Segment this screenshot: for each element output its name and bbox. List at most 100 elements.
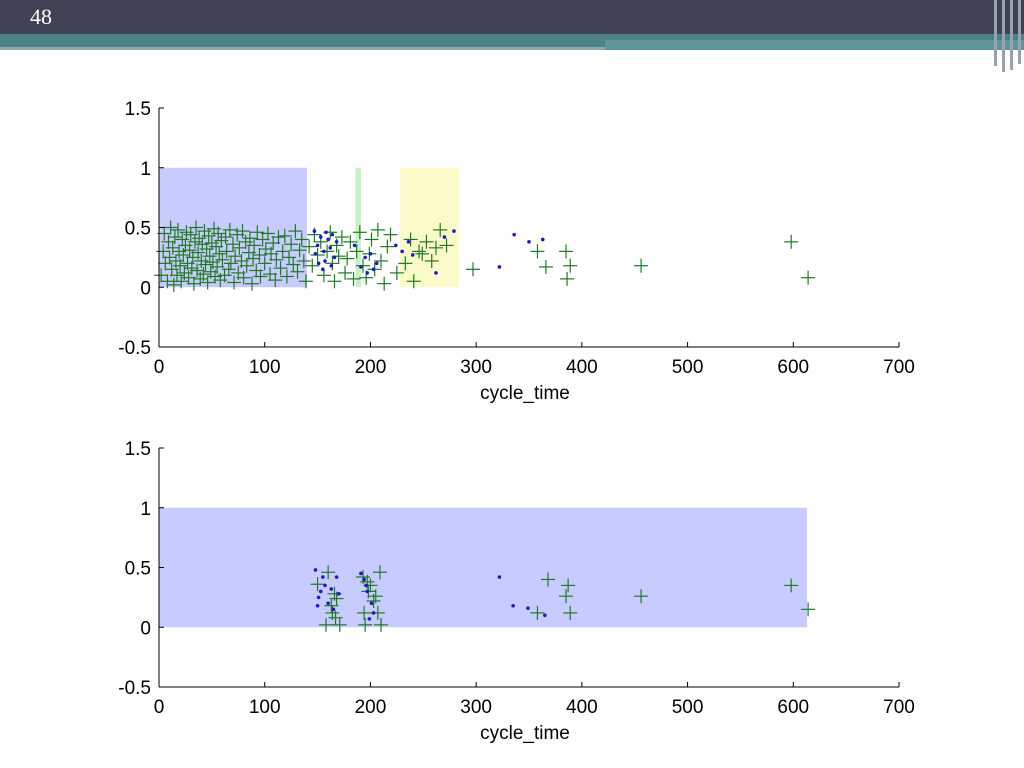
dot-marker [326, 601, 330, 606]
dot-marker [511, 603, 515, 608]
dot-marker [316, 595, 321, 600]
plus-marker [218, 230, 233, 245]
dot-marker [442, 235, 447, 239]
dot-marker [318, 235, 323, 239]
plus-marker [288, 224, 303, 239]
dot-marker [406, 240, 411, 244]
x-tick-label: 100 [249, 357, 281, 378]
plus-marker [310, 577, 325, 592]
plus-marker [183, 227, 198, 242]
dot-marker [497, 575, 502, 579]
x-tick-label: 300 [460, 357, 492, 378]
x-tick-label: 700 [883, 357, 915, 378]
plus-marker [343, 234, 358, 249]
plus-marker [277, 228, 292, 243]
plus-marker [236, 270, 251, 285]
plus-marker [357, 605, 372, 620]
dot-marker [321, 267, 325, 272]
plus-marker [269, 252, 284, 267]
plus-marker [227, 275, 242, 290]
plus-marker [334, 230, 349, 245]
corner-decoration-line [1002, 0, 1005, 72]
plus-marker [412, 244, 427, 259]
plus-marker [196, 267, 211, 282]
y-tick-label: 0.5 [125, 219, 151, 240]
y-tick-label: 1 [140, 499, 151, 520]
dot-marker [316, 261, 321, 266]
plus-marker [368, 589, 383, 604]
dot-marker [331, 607, 336, 612]
dot-marker [324, 230, 328, 235]
plus-marker [364, 232, 379, 247]
x-tick-label: 0 [154, 357, 165, 378]
dot-marker [452, 229, 456, 233]
plus-marker [294, 232, 309, 247]
plus-marker [200, 275, 215, 290]
dot-marker [352, 243, 357, 248]
plus-marker [346, 271, 361, 286]
plus-marker [302, 239, 317, 254]
plus-marker [266, 236, 281, 251]
dot-marker [318, 589, 323, 594]
plus-marker [160, 274, 175, 289]
header-accent-stripe-thin [0, 47, 605, 50]
dot-marker [334, 575, 339, 579]
plus-marker [332, 617, 347, 632]
dot-marker [315, 603, 320, 608]
plus-marker [173, 258, 188, 273]
plus-marker [380, 239, 395, 254]
plus-marker [171, 222, 186, 237]
plus-marker [439, 238, 454, 253]
dot-marker [313, 251, 318, 256]
header-accent-stripe-right [605, 40, 1024, 50]
plus-marker [239, 258, 254, 273]
plus-marker [190, 263, 205, 278]
x-tick-label: 200 [355, 697, 387, 718]
dot-marker [540, 237, 545, 242]
plus-marker [559, 589, 573, 604]
dot-marker [512, 232, 516, 237]
x-tick-label: 700 [883, 697, 915, 718]
plus-marker [198, 257, 213, 272]
plus-marker [202, 249, 217, 264]
plus-marker [403, 232, 418, 247]
plus-marker [226, 237, 240, 252]
dot-marker [364, 583, 369, 588]
dot-marker [365, 589, 370, 594]
plus-marker [166, 277, 181, 292]
plus-marker [328, 610, 343, 625]
dot-marker [328, 246, 333, 250]
x-tick-label: 200 [355, 357, 387, 378]
dot-marker [330, 232, 335, 237]
dot-marker [326, 237, 330, 242]
plus-marker [784, 578, 799, 593]
dot-marker [365, 271, 370, 275]
plus-marker [260, 226, 275, 241]
x-tick-label: 300 [460, 697, 492, 718]
plus-marker [215, 252, 230, 267]
plus-marker [329, 591, 344, 606]
dot-marker [394, 243, 398, 248]
plus-marker [162, 250, 177, 265]
top-scatter-plot: 0 100 200 300 400 500 600 700-0.500.511.5cycle_… [118, 99, 915, 404]
plus-marker [223, 256, 238, 271]
dot-marker [543, 613, 547, 618]
plus-marker [634, 258, 649, 273]
plus-marker [559, 244, 573, 259]
x-tick-label: 600 [777, 357, 809, 378]
plus-marker [374, 617, 388, 632]
plus-marker [246, 251, 261, 266]
plus-marker [175, 232, 190, 247]
plus-marker [372, 565, 387, 580]
y-tick-label: 0 [140, 278, 151, 299]
dot-marker [368, 251, 373, 256]
plus-marker [324, 598, 339, 613]
y-tick-label: -0.5 [118, 678, 151, 699]
dot-marker [371, 267, 376, 272]
plus-marker [563, 258, 578, 273]
plus-marker [327, 274, 342, 289]
plus-marker [358, 617, 373, 632]
highlight-region [400, 167, 460, 288]
dot-marker [363, 255, 367, 260]
plus-marker [338, 265, 353, 280]
